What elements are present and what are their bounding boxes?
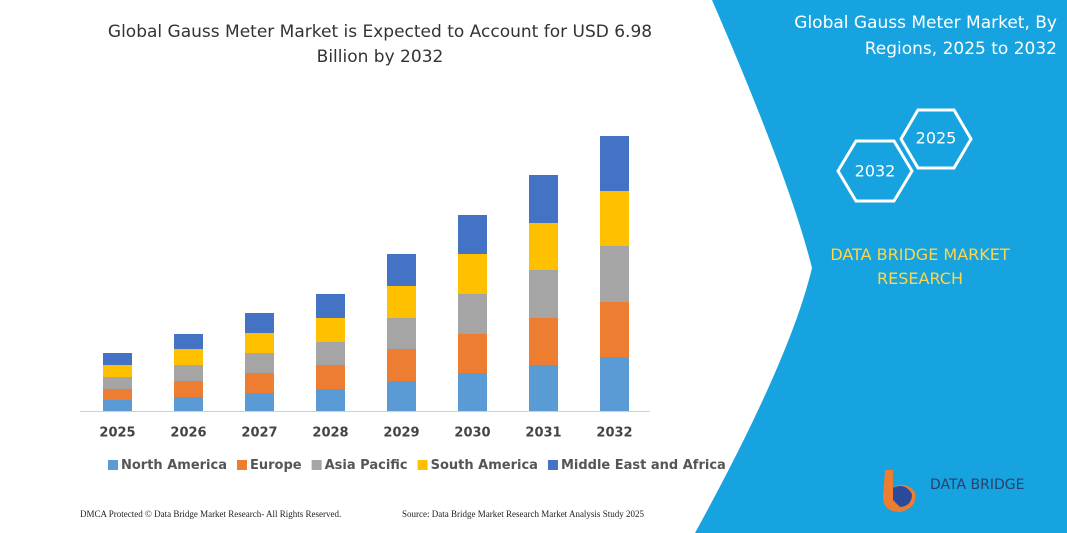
bar-segment [103, 377, 132, 389]
bar-segment [458, 373, 487, 411]
bar-segment [529, 270, 558, 318]
x-tick-label: 2025 [99, 426, 135, 441]
source: Source: Data Bridge Market Research Mark… [402, 509, 644, 519]
legend-label: North America [121, 458, 227, 473]
x-tick-label: 2031 [525, 426, 561, 441]
bar-segment [458, 254, 487, 294]
bar-segment [600, 136, 629, 191]
bar-segment [174, 397, 203, 411]
copyright: DMCA Protected © Data Bridge Market Rese… [80, 509, 342, 519]
bar-segment [387, 254, 416, 286]
bar-segment [387, 318, 416, 349]
bar-segment [600, 246, 629, 302]
hexagon-label: 2032 [855, 162, 896, 181]
bar-segment [174, 365, 203, 381]
bar-segment [316, 318, 345, 342]
hexagon [836, 139, 914, 203]
legend-swatch [237, 460, 247, 470]
bar-segment [316, 342, 345, 365]
bar-segment [103, 353, 132, 365]
bar-segment [245, 313, 274, 333]
x-tick-label: 2027 [241, 426, 277, 441]
bar-segment [458, 215, 487, 254]
bar-segment [316, 294, 345, 318]
bar-segment [387, 381, 416, 411]
bar-segment [245, 373, 274, 393]
bar-segment [458, 334, 487, 373]
bar-segment [387, 286, 416, 318]
hexagon [899, 108, 973, 170]
bar-segment [529, 223, 558, 270]
logo-text: DATA BRIDGE [930, 477, 1024, 493]
bar-segment [600, 302, 629, 357]
side-panel [695, 0, 1067, 533]
bar-segment [387, 349, 416, 381]
bar-segment [103, 389, 132, 400]
x-tick-label: 2029 [383, 426, 419, 441]
bar-segment [600, 191, 629, 246]
legend-swatch [547, 460, 558, 470]
x-tick-label: 2028 [312, 426, 348, 441]
bar-segment [316, 389, 345, 411]
bar-segment [174, 349, 203, 365]
bar-segment [174, 334, 203, 349]
bar-segment [529, 365, 558, 411]
bar-segment [245, 393, 274, 411]
bar-segment [245, 353, 274, 373]
bar-segment [103, 400, 132, 411]
hexagon-label: 2025 [916, 129, 957, 148]
bar-segment [529, 318, 558, 365]
x-tick-label: 2026 [170, 426, 206, 441]
legend-label: Asia Pacific [325, 458, 408, 473]
legend-label: South America [431, 458, 538, 473]
bar-segment [245, 333, 274, 353]
legend-swatch [108, 460, 118, 470]
x-tick-label: 2030 [454, 426, 490, 441]
bar-segment [600, 357, 629, 411]
bar-segment [174, 381, 203, 397]
chart-title: Global Gauss Meter Market is Expected to… [107, 22, 653, 67]
bar-segment [529, 175, 558, 223]
legend-label: Europe [250, 458, 302, 473]
legend-label: Middle East and Africa [561, 458, 726, 473]
legend-swatch [417, 460, 428, 470]
panel-title: Global Gauss Meter Market, By Regions, 2… [794, 13, 1057, 59]
bar-segment [458, 294, 487, 334]
bar-segment [316, 365, 345, 389]
bar-segment [103, 365, 132, 377]
logo-mark [893, 486, 912, 507]
legend-swatch [311, 460, 322, 470]
brand: DATA BRIDGE MARKET RESEARCH [830, 245, 1010, 288]
x-tick-label: 2032 [596, 426, 632, 441]
